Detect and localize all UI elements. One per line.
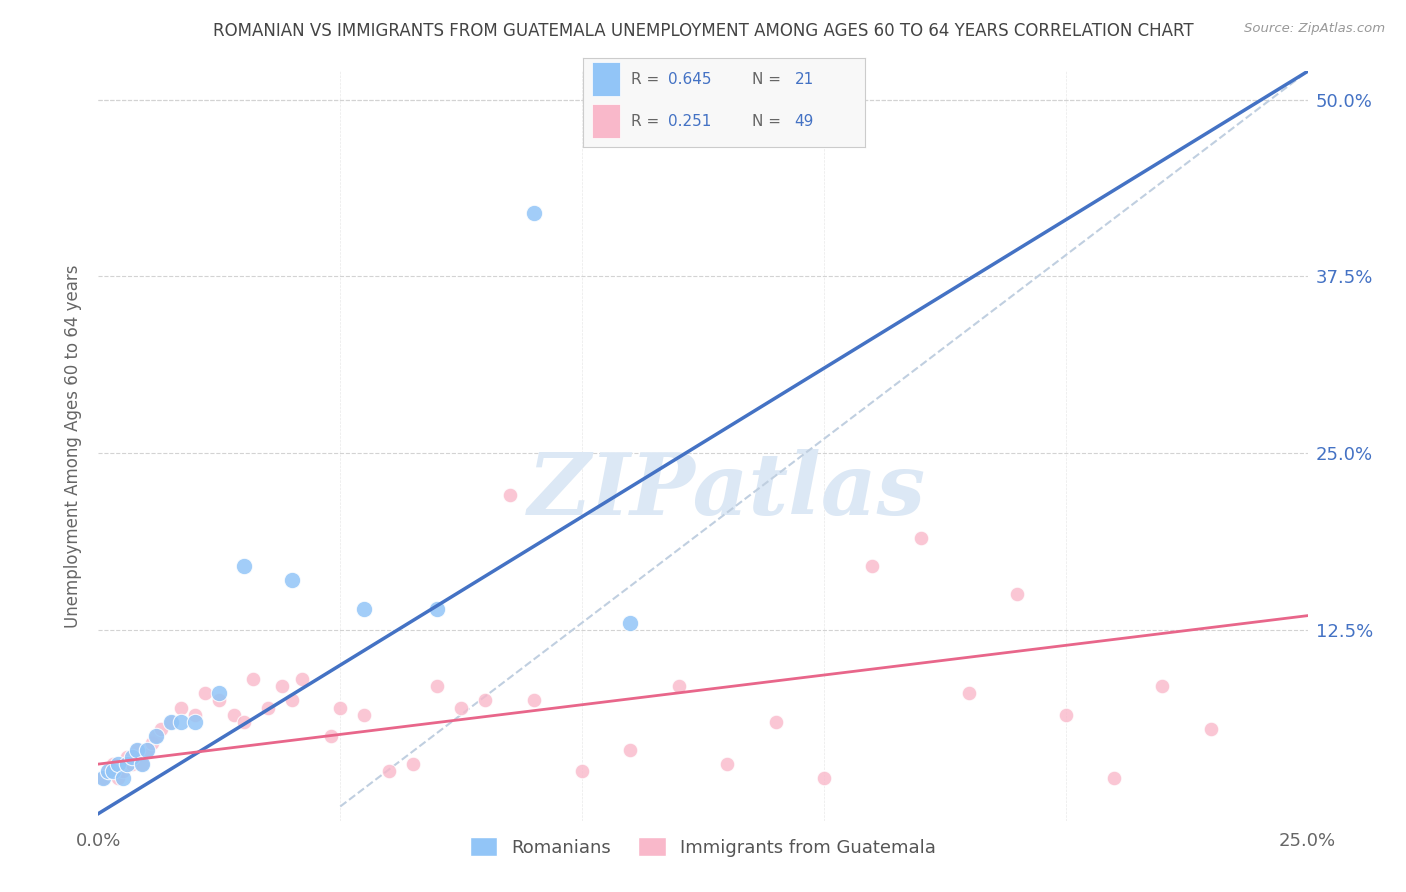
Point [145, 729, 167, 743]
Point [498, 488, 520, 502]
Point [101, 764, 124, 779]
Point [141, 736, 163, 750]
Point [523, 693, 546, 707]
Point [957, 686, 980, 700]
Point [1152, 679, 1174, 693]
Point [523, 205, 546, 219]
Bar [592, 62, 620, 96]
Point [135, 743, 157, 757]
Point [329, 700, 352, 714]
Point [571, 764, 593, 779]
Point [160, 714, 183, 729]
Point [107, 757, 129, 772]
Point [184, 707, 207, 722]
Point [111, 771, 134, 785]
Point [910, 531, 932, 545]
Text: R =: R = [631, 114, 665, 128]
Point [256, 700, 278, 714]
Point [208, 693, 231, 707]
Point [353, 707, 375, 722]
Point [117, 750, 139, 764]
Text: 0.645: 0.645 [668, 72, 711, 87]
Point [127, 743, 149, 757]
Point [1007, 587, 1029, 601]
Point [97, 764, 120, 779]
Point [668, 679, 690, 693]
Text: N =: N = [752, 72, 786, 87]
Point [426, 679, 449, 693]
Point [232, 714, 254, 729]
Text: Source: ZipAtlas.com: Source: ZipAtlas.com [1244, 22, 1385, 36]
Point [194, 686, 217, 700]
Point [716, 757, 738, 772]
Point [353, 601, 375, 615]
Point [319, 729, 342, 743]
Point [271, 679, 294, 693]
Point [242, 673, 264, 687]
Point [1199, 722, 1222, 736]
Text: ROMANIAN VS IMMIGRANTS FROM GUATEMALA UNEMPLOYMENT AMONG AGES 60 TO 64 YEARS COR: ROMANIAN VS IMMIGRANTS FROM GUATEMALA UN… [212, 22, 1194, 40]
Point [184, 714, 207, 729]
Point [97, 764, 120, 779]
Point [127, 743, 149, 757]
Point [402, 757, 425, 772]
Point [474, 693, 496, 707]
Point [145, 729, 167, 743]
Text: R =: R = [631, 72, 665, 87]
Point [619, 743, 641, 757]
Point [150, 722, 173, 736]
Point [765, 714, 787, 729]
Point [107, 771, 129, 785]
Point [131, 757, 153, 772]
Point [232, 559, 254, 574]
Point [101, 757, 124, 772]
Point [450, 700, 472, 714]
Point [377, 764, 399, 779]
Point [117, 757, 139, 772]
Bar [592, 104, 620, 138]
Point [222, 707, 245, 722]
Text: 21: 21 [794, 72, 814, 87]
Point [169, 714, 191, 729]
Point [813, 771, 835, 785]
Point [290, 673, 312, 687]
Text: 0.251: 0.251 [668, 114, 711, 128]
Point [426, 601, 449, 615]
Point [131, 757, 153, 772]
Point [208, 686, 231, 700]
Point [1102, 771, 1125, 785]
Point [121, 757, 143, 772]
Point [169, 700, 191, 714]
Text: 49: 49 [794, 114, 814, 128]
Point [281, 574, 304, 588]
Point [860, 559, 883, 574]
Point [160, 714, 183, 729]
Point [619, 615, 641, 630]
Point [91, 771, 114, 785]
Point [1054, 707, 1077, 722]
Text: N =: N = [752, 114, 786, 128]
Y-axis label: Unemployment Among Ages 60 to 64 years: Unemployment Among Ages 60 to 64 years [63, 264, 82, 628]
Point [281, 693, 304, 707]
Point [111, 764, 134, 779]
Point [135, 743, 157, 757]
Legend: Romanians, Immigrants from Guatemala: Romanians, Immigrants from Guatemala [463, 830, 943, 864]
Point [121, 750, 143, 764]
Point [91, 771, 114, 785]
Text: ZIPatlas: ZIPatlas [529, 450, 927, 533]
